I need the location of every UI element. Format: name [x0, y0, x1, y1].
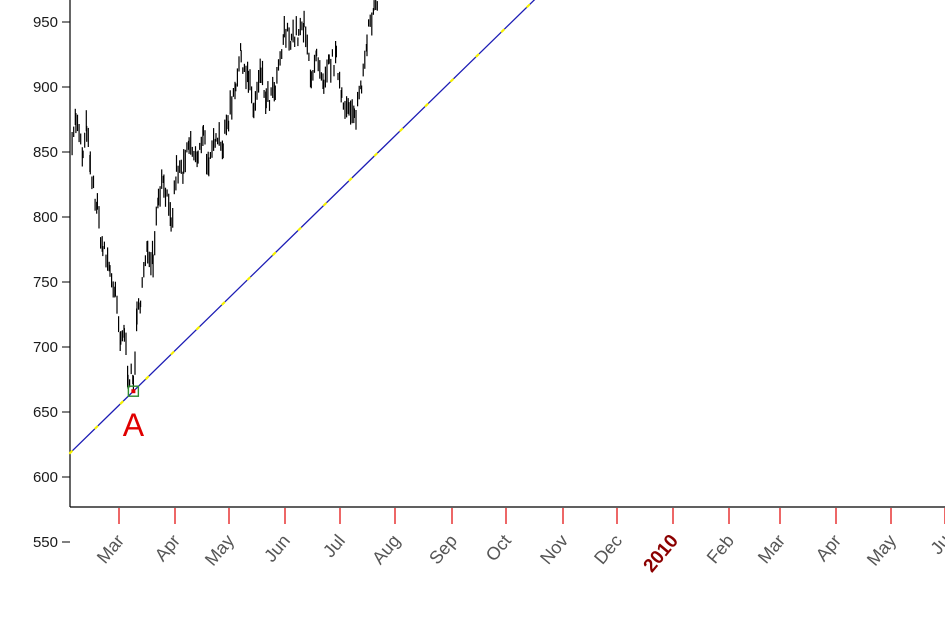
x-tick-label: Jul	[319, 531, 349, 561]
x-tick-label: May	[863, 531, 900, 570]
x-tick-label: Sep	[425, 531, 461, 568]
x-tick-label: Aug	[368, 531, 404, 568]
x-tick-label: Dec	[590, 531, 626, 568]
trendline	[68, 0, 536, 455]
x-tick-label: Apr	[812, 531, 845, 565]
axes	[69, 0, 945, 508]
x-tick-label: Apr	[151, 531, 184, 565]
trendline-dots	[68, 0, 536, 455]
x-axis-ticks: Mar Apr May Jun Jul Aug Sep Oct Nov Dec 2010 Feb Mar…	[93, 508, 945, 577]
x-tick-year-label: 2010	[640, 531, 683, 577]
y-tick-label: 800	[33, 209, 58, 226]
y-axis-ticks: 1250120011501100105010009509008508007507…	[33, 14, 70, 551]
x-tick-label: Mar	[754, 531, 789, 568]
y-tick-label: 550	[33, 534, 58, 551]
annotations: AB	[123, 385, 145, 443]
y-tick-label: 850	[33, 144, 58, 161]
trendline-line	[69, 0, 536, 454]
x-tick-label: Nov	[536, 531, 572, 568]
y-tick-label: 750	[33, 274, 58, 291]
y-tick-label: 650	[33, 404, 58, 421]
y-tick-label: 950	[33, 14, 58, 31]
y-tick-label: 700	[33, 339, 58, 356]
x-tick-label: Mar	[93, 531, 128, 568]
y-tick-label: 900	[33, 79, 58, 96]
anchor-marker	[127, 385, 140, 397]
x-tick-label: Oct	[482, 531, 515, 565]
x-tick-label: Feb	[703, 531, 738, 568]
anchor-marker-center	[131, 389, 136, 394]
x-tick-label: Jun	[260, 531, 294, 566]
y-tick-label: 600	[33, 469, 58, 486]
anchor-label: A	[123, 407, 145, 443]
x-tick-label: Ju	[927, 531, 945, 558]
x-tick-label: May	[201, 531, 238, 570]
price-series	[71, 0, 378, 393]
